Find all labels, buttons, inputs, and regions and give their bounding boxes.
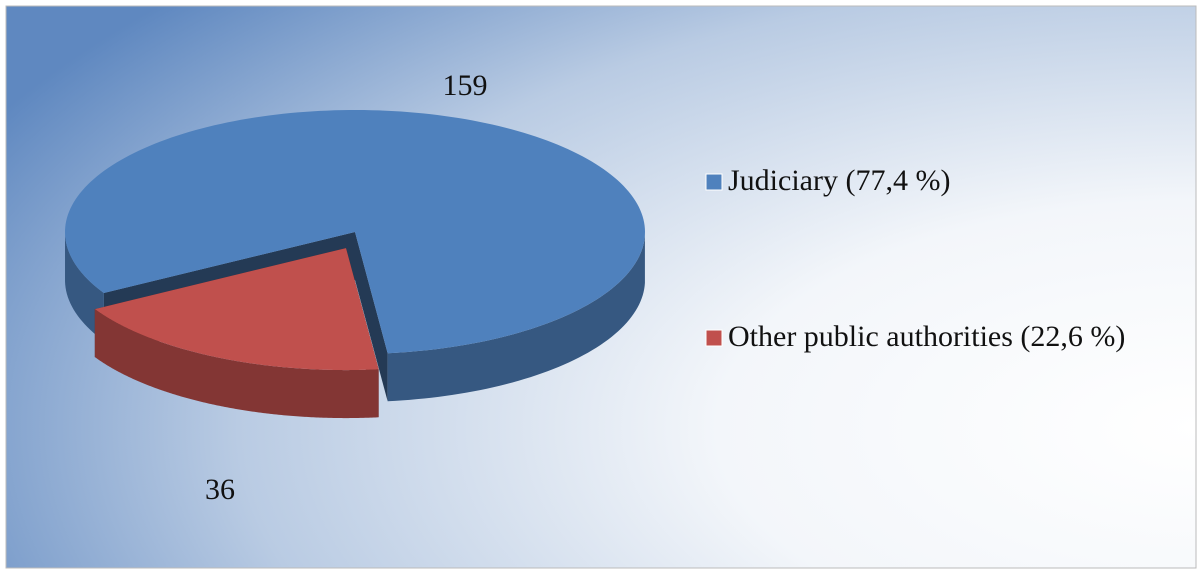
data-label: 36 (205, 473, 235, 506)
slice-top (94, 248, 379, 371)
data-label: 159 (443, 69, 488, 102)
legend-swatch (705, 173, 723, 191)
pie: 159 36 (65, 69, 645, 506)
slice-top (65, 110, 645, 354)
legend-label: Judiciary (77,4 %) (728, 164, 950, 197)
legend-label: Other public authorities (22,6 %) (728, 320, 1125, 353)
slice-side (94, 309, 379, 419)
slice-side (387, 234, 645, 402)
legend-swatch (705, 329, 723, 347)
pie-slice (94, 248, 379, 419)
legend: Judiciary (77,4 %) Other public authoriti… (705, 164, 1125, 353)
slice-wall (355, 232, 388, 402)
slice-side (65, 233, 104, 341)
